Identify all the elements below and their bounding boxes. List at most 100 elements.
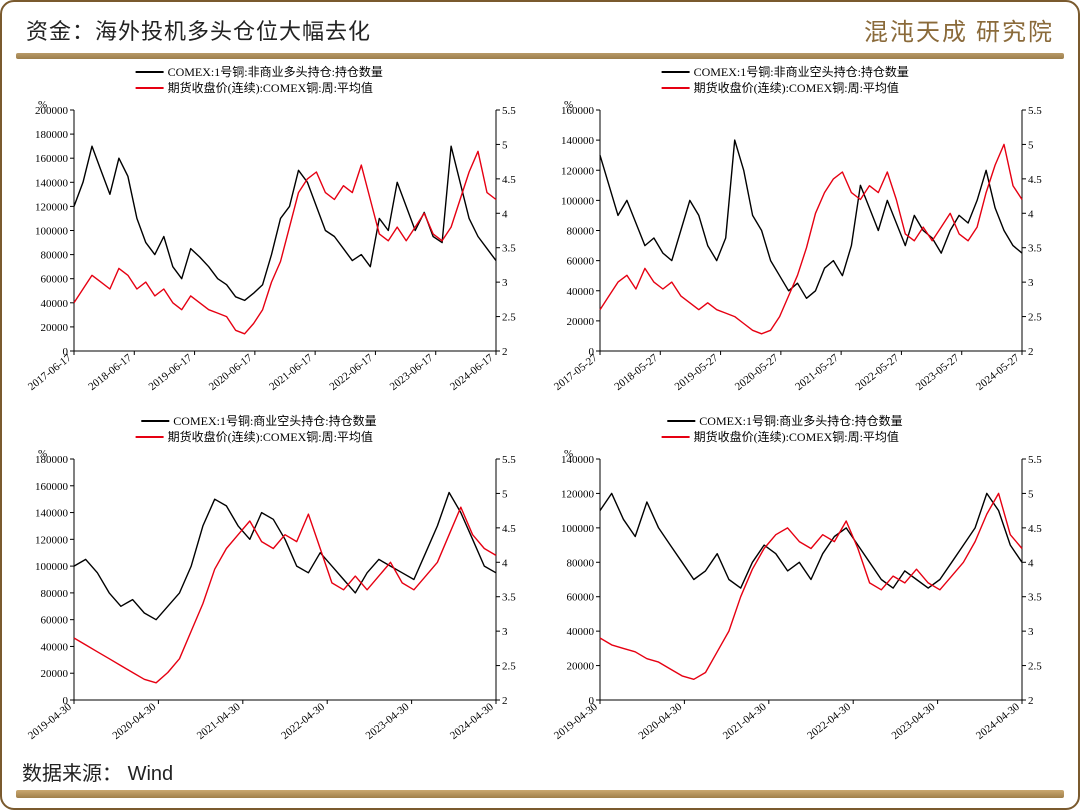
svg-text:2023-05-27: 2023-05-27 — [914, 352, 962, 393]
charts-grid: COMEX:1号铜:非商业多头持仓:持仓数量期货收盘价(连续):COMEX铜:周… — [16, 60, 1064, 754]
svg-text:40000: 40000 — [567, 286, 595, 298]
svg-text:4: 4 — [1028, 557, 1034, 569]
page-frame: 资金：海外投机多头仓位大幅去化 混沌天成 研究院 COMEX:1号铜:非商业多头… — [0, 0, 1080, 810]
svg-text:2020-04-30: 2020-04-30 — [110, 701, 158, 742]
svg-text:2021-04-30: 2021-04-30 — [195, 701, 243, 742]
svg-text:2023-04-30: 2023-04-30 — [364, 701, 412, 742]
bottom-divider — [16, 790, 1064, 798]
svg-text:4: 4 — [502, 557, 508, 569]
chart-bottom-left: COMEX:1号铜:商业空头持仓:持仓数量期货收盘价(连续):COMEX铜:周:… — [16, 409, 538, 754]
svg-text:20000: 20000 — [567, 661, 595, 673]
data-source-label: 数据来源： — [22, 763, 122, 785]
svg-text:120000: 120000 — [561, 165, 595, 177]
svg-text:2018-05-27: 2018-05-27 — [612, 352, 660, 393]
svg-text:5: 5 — [502, 488, 508, 500]
svg-text:期货收盘价(连续):COMEX铜:周:平均值: 期货收盘价(连续):COMEX铜:周:平均值 — [168, 429, 373, 444]
svg-text:100000: 100000 — [35, 226, 69, 238]
svg-text:2: 2 — [502, 695, 508, 707]
svg-text:2019-05-27: 2019-05-27 — [673, 352, 721, 393]
svg-text:3: 3 — [502, 277, 508, 289]
svg-text:4.5: 4.5 — [1028, 174, 1042, 186]
svg-text:期货收盘价(连续):COMEX铜:周:平均值: 期货收盘价(连续):COMEX铜:周:平均值 — [694, 429, 899, 444]
svg-text:20000: 20000 — [41, 322, 69, 334]
header: 资金：海外投机多头仓位大幅去化 混沌天成 研究院 — [2, 2, 1078, 53]
svg-text:2022-04-30: 2022-04-30 — [279, 701, 327, 742]
svg-text:2022-04-30: 2022-04-30 — [805, 701, 853, 742]
svg-text:2019-04-30: 2019-04-30 — [26, 701, 74, 742]
svg-text:80000: 80000 — [567, 226, 595, 238]
svg-text:2020-06-17: 2020-06-17 — [207, 352, 255, 393]
svg-text:60000: 60000 — [567, 592, 595, 604]
svg-text:40000: 40000 — [41, 641, 69, 653]
svg-text:期货收盘价(连续):COMEX铜:周:平均值: 期货收盘价(连续):COMEX铜:周:平均值 — [168, 80, 373, 95]
chart-top-left: COMEX:1号铜:非商业多头持仓:持仓数量期货收盘价(连续):COMEX铜:周… — [16, 60, 538, 405]
svg-text:5.5: 5.5 — [1028, 454, 1042, 466]
svg-text:2.5: 2.5 — [502, 312, 516, 324]
svg-text:140000: 140000 — [35, 177, 69, 189]
svg-text:2017-06-17: 2017-06-17 — [26, 352, 74, 393]
svg-text:4.5: 4.5 — [502, 523, 516, 535]
svg-text:2022-05-27: 2022-05-27 — [853, 352, 901, 393]
svg-text:60000: 60000 — [41, 274, 69, 286]
svg-text:2019-04-30: 2019-04-30 — [552, 701, 600, 742]
svg-text:2021-05-27: 2021-05-27 — [793, 352, 841, 393]
svg-text:140000: 140000 — [561, 135, 595, 147]
svg-text:40000: 40000 — [41, 298, 69, 310]
svg-text:2024-06-17: 2024-06-17 — [448, 352, 496, 393]
svg-text:40000: 40000 — [567, 626, 595, 638]
svg-text:3.5: 3.5 — [502, 592, 516, 604]
svg-text:5: 5 — [1028, 139, 1034, 151]
svg-text:2021-06-17: 2021-06-17 — [267, 352, 315, 393]
institute-logo: 混沌天成 研究院 — [864, 12, 1054, 47]
svg-text:3.5: 3.5 — [1028, 243, 1042, 255]
svg-text:20000: 20000 — [567, 316, 595, 328]
svg-text:5.5: 5.5 — [502, 105, 516, 117]
svg-text:80000: 80000 — [41, 588, 69, 600]
svg-text:180000: 180000 — [35, 454, 69, 466]
svg-text:160000: 160000 — [35, 153, 69, 165]
svg-text:120000: 120000 — [35, 201, 69, 213]
svg-text:80000: 80000 — [567, 557, 595, 569]
svg-text:100000: 100000 — [561, 195, 595, 207]
svg-text:100000: 100000 — [561, 523, 595, 535]
svg-text:2: 2 — [1028, 346, 1034, 358]
svg-text:2024-04-30: 2024-04-30 — [974, 701, 1022, 742]
svg-text:4.5: 4.5 — [502, 174, 516, 186]
svg-text:5.5: 5.5 — [502, 454, 516, 466]
svg-text:4.5: 4.5 — [1028, 523, 1042, 535]
svg-text:2023-04-30: 2023-04-30 — [890, 701, 938, 742]
svg-text:2.5: 2.5 — [1028, 312, 1042, 324]
chart-top-right: COMEX:1号铜:非商业空头持仓:持仓数量期货收盘价(连续):COMEX铜:周… — [542, 60, 1064, 405]
svg-text:COMEX:1号铜:非商业多头持仓:持仓数量: COMEX:1号铜:非商业多头持仓:持仓数量 — [168, 64, 383, 79]
svg-text:140000: 140000 — [561, 454, 595, 466]
svg-text:3: 3 — [1028, 626, 1034, 638]
svg-text:2023-06-17: 2023-06-17 — [388, 352, 436, 393]
data-source: 数据来源： Wind — [22, 757, 173, 786]
svg-text:100000: 100000 — [35, 561, 69, 573]
svg-text:2020-05-27: 2020-05-27 — [733, 352, 781, 393]
svg-text:3.5: 3.5 — [1028, 592, 1042, 604]
svg-text:2024-05-27: 2024-05-27 — [974, 352, 1022, 393]
svg-text:3.5: 3.5 — [502, 243, 516, 255]
svg-text:160000: 160000 — [561, 105, 595, 117]
svg-text:COMEX:1号铜:非商业空头持仓:持仓数量: COMEX:1号铜:非商业空头持仓:持仓数量 — [694, 64, 909, 79]
svg-text:200000: 200000 — [35, 105, 69, 117]
svg-text:120000: 120000 — [561, 488, 595, 500]
svg-text:2: 2 — [502, 346, 508, 358]
data-source-value: Wind — [128, 763, 174, 785]
svg-text:120000: 120000 — [35, 534, 69, 546]
svg-text:COMEX:1号铜:商业多头持仓:持仓数量: COMEX:1号铜:商业多头持仓:持仓数量 — [699, 413, 902, 428]
top-divider — [16, 53, 1064, 59]
svg-text:80000: 80000 — [41, 250, 69, 262]
svg-text:3: 3 — [502, 626, 508, 638]
chart-bottom-right: COMEX:1号铜:商业多头持仓:持仓数量期货收盘价(连续):COMEX铜:周:… — [542, 409, 1064, 754]
svg-text:2: 2 — [1028, 695, 1034, 707]
svg-text:2.5: 2.5 — [1028, 661, 1042, 673]
svg-text:60000: 60000 — [567, 256, 595, 268]
svg-text:2019-06-17: 2019-06-17 — [147, 352, 195, 393]
svg-text:2021-04-30: 2021-04-30 — [721, 701, 769, 742]
svg-text:2020-04-30: 2020-04-30 — [636, 701, 684, 742]
svg-text:3: 3 — [1028, 277, 1034, 289]
svg-text:60000: 60000 — [41, 615, 69, 627]
svg-text:5.5: 5.5 — [1028, 105, 1042, 117]
